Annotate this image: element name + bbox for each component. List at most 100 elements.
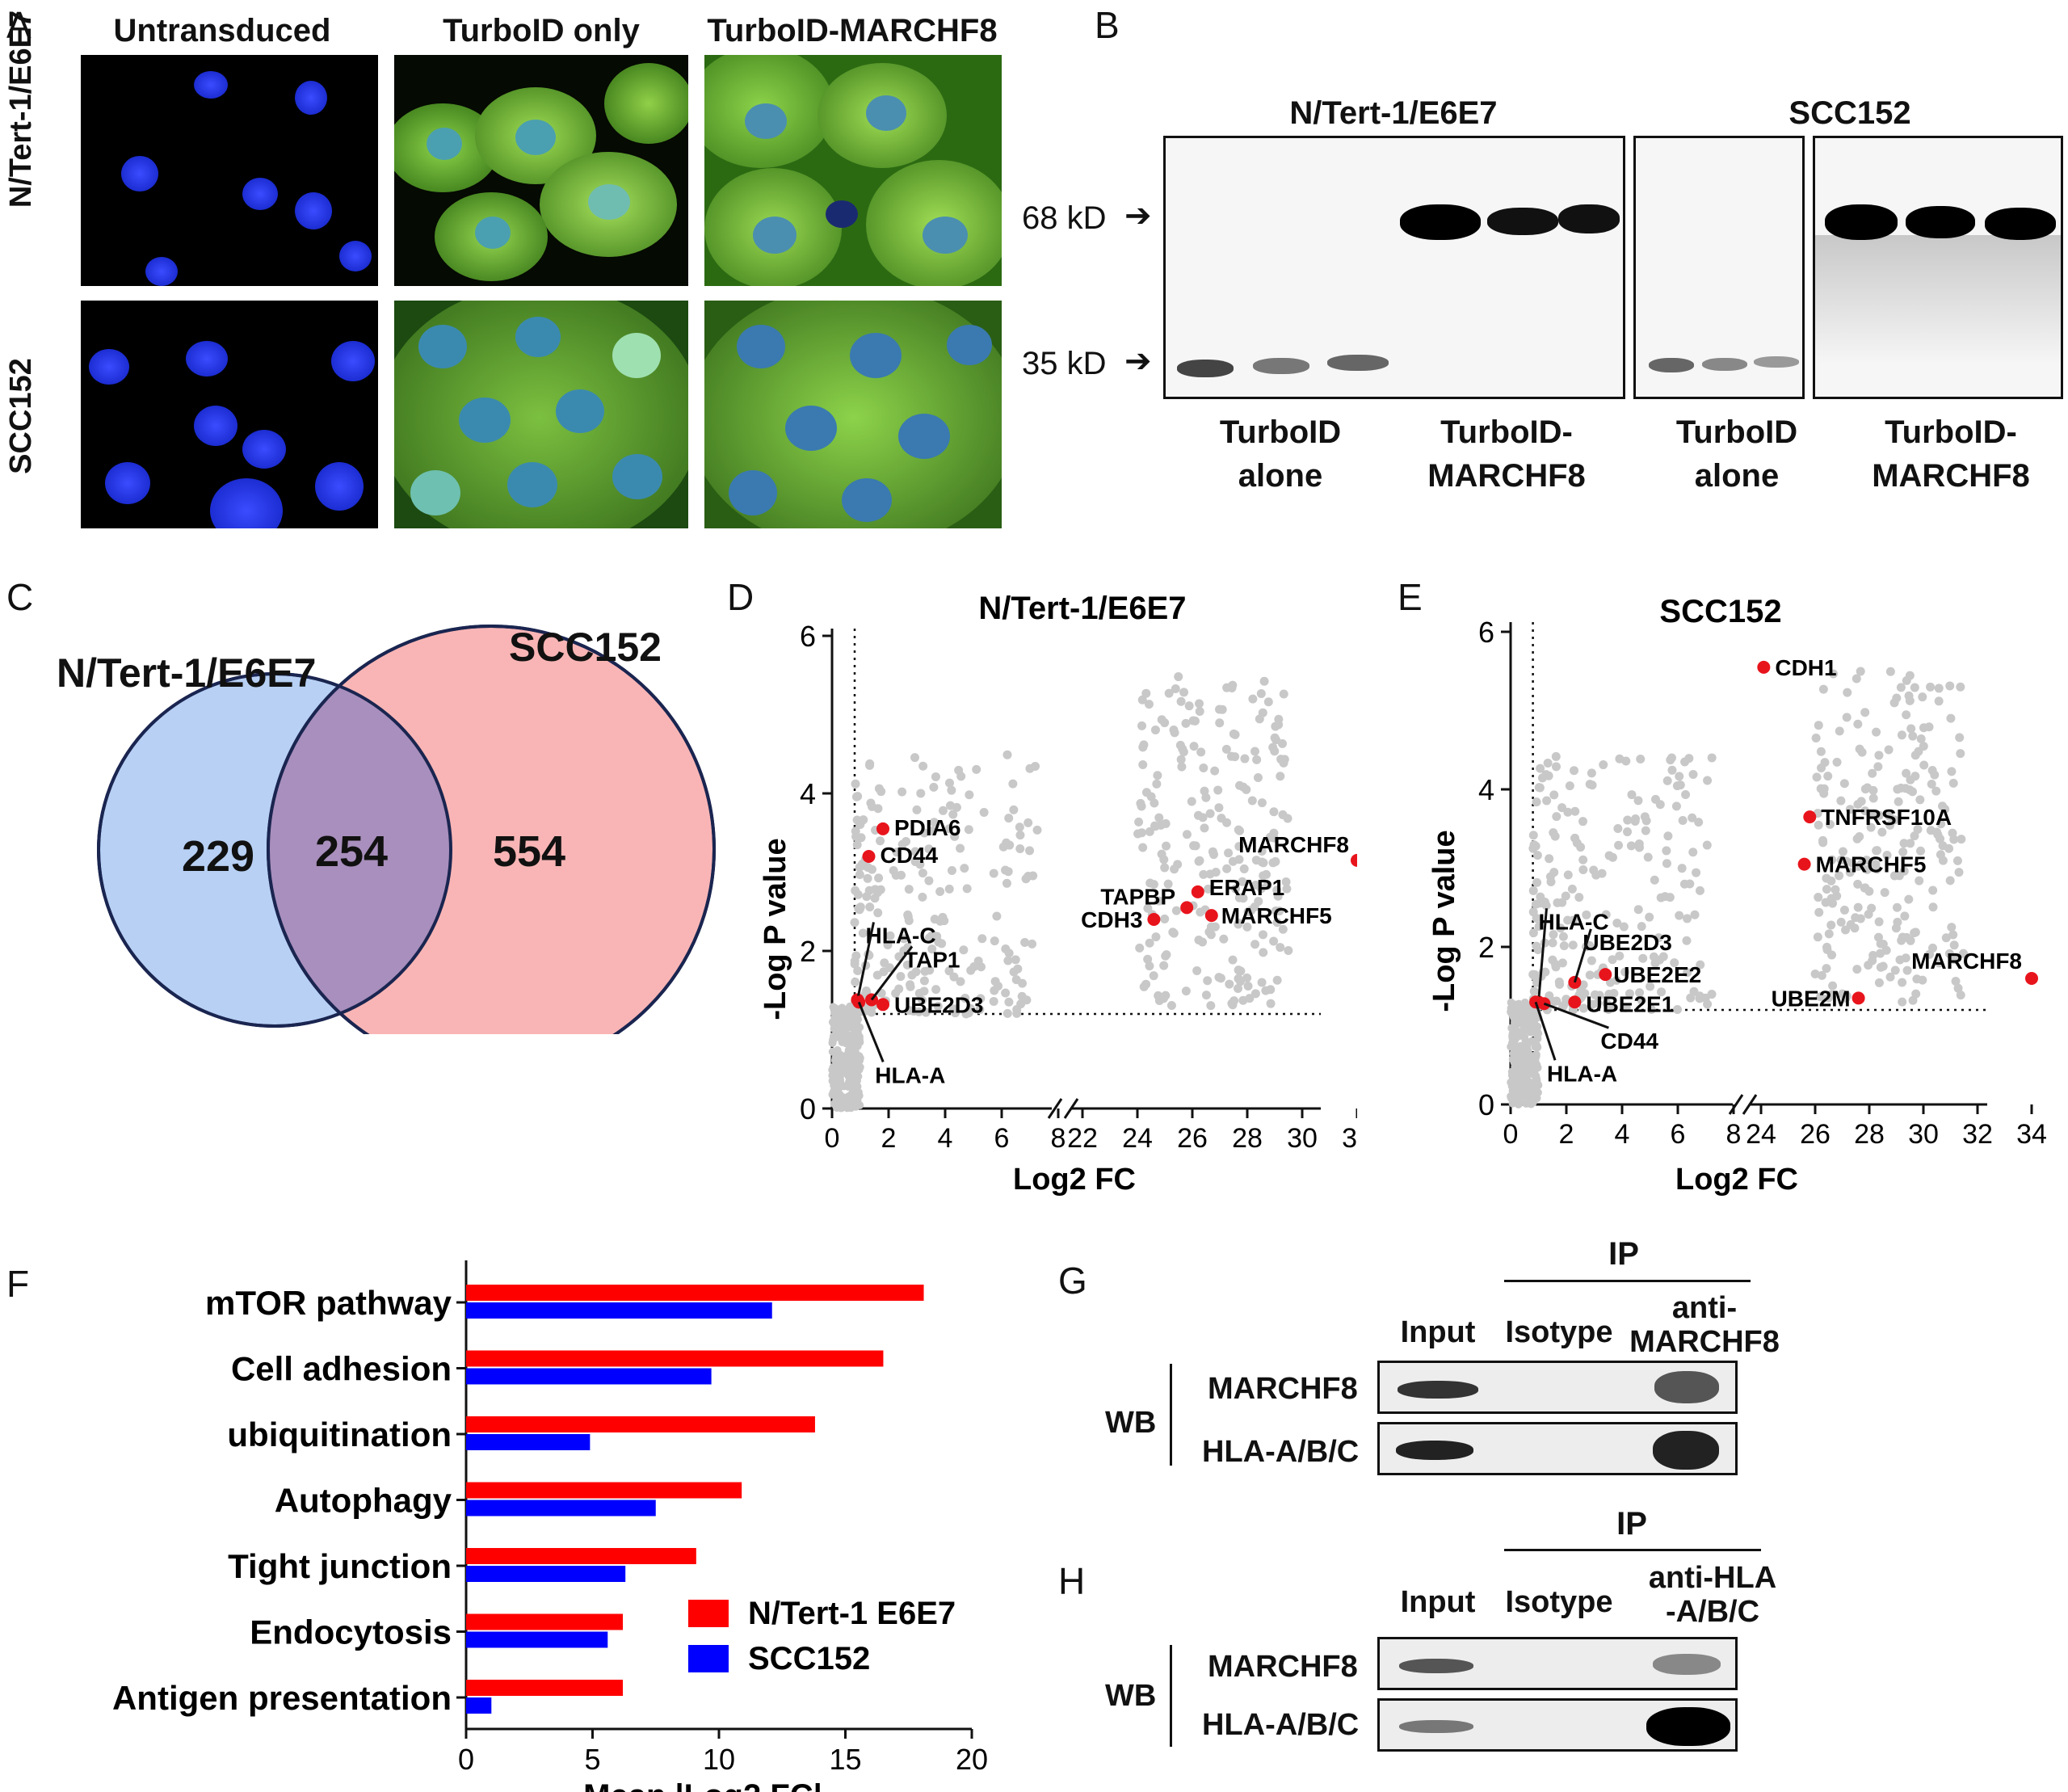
background-point: [1256, 688, 1266, 698]
background-point: [1679, 879, 1689, 889]
highlight-point: [1599, 968, 1612, 982]
background-point: [1636, 754, 1646, 763]
background-point: [1898, 932, 1907, 942]
background-point: [1145, 827, 1154, 836]
background-point: [1528, 1010, 1536, 1019]
background-point: [1203, 976, 1213, 986]
callout-arrow: [856, 922, 875, 1000]
background-point: [1230, 730, 1240, 739]
background-point: [1259, 948, 1268, 957]
background-point: [1637, 995, 1646, 1005]
background-point: [1906, 724, 1916, 734]
marker-35kd: 35 kD: [1022, 346, 1107, 381]
background-point: [1166, 1000, 1176, 1010]
background-point: [1269, 828, 1279, 838]
background-point: [1174, 672, 1183, 682]
background-point: [1877, 827, 1887, 837]
background-point: [853, 890, 863, 899]
background-point: [1535, 898, 1545, 908]
col-input-h: Input: [1400, 1585, 1476, 1619]
background-point: [1615, 951, 1625, 961]
highlight-point: [2025, 972, 2038, 985]
background-point: [1623, 815, 1633, 825]
background-point: [1841, 925, 1851, 935]
background-point: [1238, 877, 1247, 886]
background-point: [902, 836, 911, 846]
background-point: [1941, 933, 1951, 943]
col-anti-hla-h: anti-HLA -A/B/C: [1648, 1561, 1777, 1629]
background-point: [1507, 1071, 1516, 1079]
background-point: [1227, 684, 1237, 693]
background-point: [1160, 863, 1170, 873]
x-tick-label: 32: [1962, 1119, 1993, 1150]
background-point: [863, 873, 872, 883]
background-point: [975, 1005, 985, 1015]
background-point: [1164, 688, 1174, 698]
background-point: [1551, 762, 1561, 772]
background-point: [848, 1036, 857, 1045]
background-point: [1657, 987, 1667, 997]
background-point: [1895, 955, 1905, 965]
background-point: [844, 1101, 853, 1110]
background-point: [1235, 977, 1245, 986]
background-point: [1958, 949, 1968, 958]
category-label: ubiquitination: [227, 1416, 452, 1453]
background-point: [1527, 1021, 1536, 1030]
wb-strip-g-hla: [1377, 1422, 1738, 1475]
background-point: [1585, 780, 1595, 789]
background-point: [838, 1070, 847, 1079]
background-point: [1673, 1005, 1683, 1015]
background-point: [933, 1001, 943, 1011]
venn-left-title: N/Tert-1/E6E7: [57, 650, 316, 696]
background-point: [1528, 970, 1538, 979]
micrograph-ntert-marchf8: [704, 55, 1002, 286]
background-point: [1200, 786, 1209, 796]
background-point: [965, 790, 974, 800]
background-point: [1816, 747, 1826, 756]
background-point: [952, 802, 961, 812]
background-point: [1957, 835, 1966, 844]
background-point: [1578, 865, 1588, 875]
background-point: [1272, 975, 1282, 985]
background-point: [912, 805, 922, 814]
x-tick-label: 4: [1615, 1119, 1630, 1150]
background-point: [1511, 1056, 1520, 1065]
background-point: [830, 1003, 839, 1012]
background-point: [1627, 790, 1637, 800]
background-point: [1153, 771, 1162, 780]
background-point: [1811, 734, 1821, 743]
background-point: [1032, 825, 1042, 835]
background-point: [836, 1023, 845, 1032]
callout-arrow: [857, 1001, 885, 1062]
background-point: [1867, 903, 1877, 913]
background-point: [1688, 769, 1698, 779]
background-point: [1692, 868, 1701, 877]
background-point: [851, 978, 860, 987]
background-point: [1835, 726, 1844, 736]
background-point: [1271, 735, 1281, 745]
background-point: [944, 884, 954, 894]
background-point: [1222, 864, 1232, 873]
background-point: [1549, 790, 1559, 800]
background-point: [1184, 701, 1194, 711]
background-point: [1179, 688, 1189, 697]
background-point: [1143, 954, 1153, 964]
background-point: [853, 1072, 862, 1081]
background-point: [828, 1066, 837, 1075]
background-point: [1590, 990, 1599, 999]
background-point: [1836, 796, 1846, 806]
background-point: [1818, 684, 1828, 694]
background-point: [1688, 848, 1698, 857]
x-tick-label: 26: [1177, 1123, 1208, 1154]
background-point: [1521, 1006, 1530, 1015]
axis-break-mark: [1728, 1094, 1744, 1115]
volcano-d-title: N/Tert-1/E6E7: [978, 591, 1186, 626]
background-point: [1866, 822, 1876, 832]
bar-scc152: [466, 1434, 591, 1450]
background-point: [1684, 754, 1694, 763]
background-point: [832, 1049, 841, 1058]
background-point: [1944, 843, 1954, 853]
background-point: [1258, 930, 1267, 940]
background-point: [1263, 697, 1273, 707]
ip-label-h: IP: [1616, 1506, 1647, 1542]
